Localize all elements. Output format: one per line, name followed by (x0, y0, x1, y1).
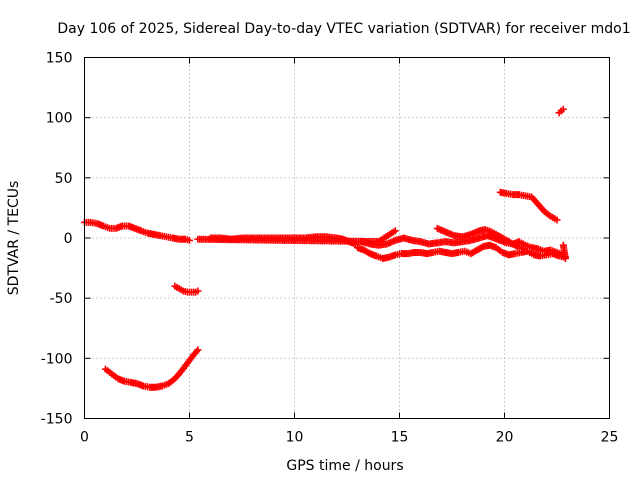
x-tick-label: 5 (185, 430, 194, 446)
data-point (194, 287, 202, 295)
y-tick-label: -50 (50, 291, 73, 307)
x-tick-label: 25 (601, 430, 619, 446)
data-point (391, 227, 399, 235)
data-point (194, 346, 202, 354)
x-tick-label: 15 (391, 430, 409, 446)
y-tick-label: 50 (55, 171, 73, 187)
axis-ticks: 0 5 10 15 20 25 -150 -100 -50 0 50 100 150 (41, 51, 619, 446)
x-tick-label: 20 (496, 430, 514, 446)
y-tick-label: -150 (41, 412, 73, 428)
data-point (186, 236, 193, 244)
chart-title: Day 106 of 2025, Sidereal Day-to-day VTE… (57, 21, 630, 37)
y-tick-label: 0 (64, 231, 73, 247)
y-tick-label: 150 (46, 51, 73, 67)
x-axis-label: GPS time / hours (286, 458, 403, 474)
y-tick-label: -100 (41, 351, 73, 367)
x-tick-label: 10 (286, 430, 304, 446)
data-point (559, 105, 567, 113)
data-point (561, 254, 569, 262)
data-point (553, 216, 561, 224)
x-tick-label: 0 (80, 430, 89, 446)
data-point (519, 245, 527, 253)
y-tick-label: 100 (46, 111, 73, 127)
data-marks (81, 105, 569, 391)
y-axis-label: SDTVAR / TECUs (6, 181, 22, 296)
